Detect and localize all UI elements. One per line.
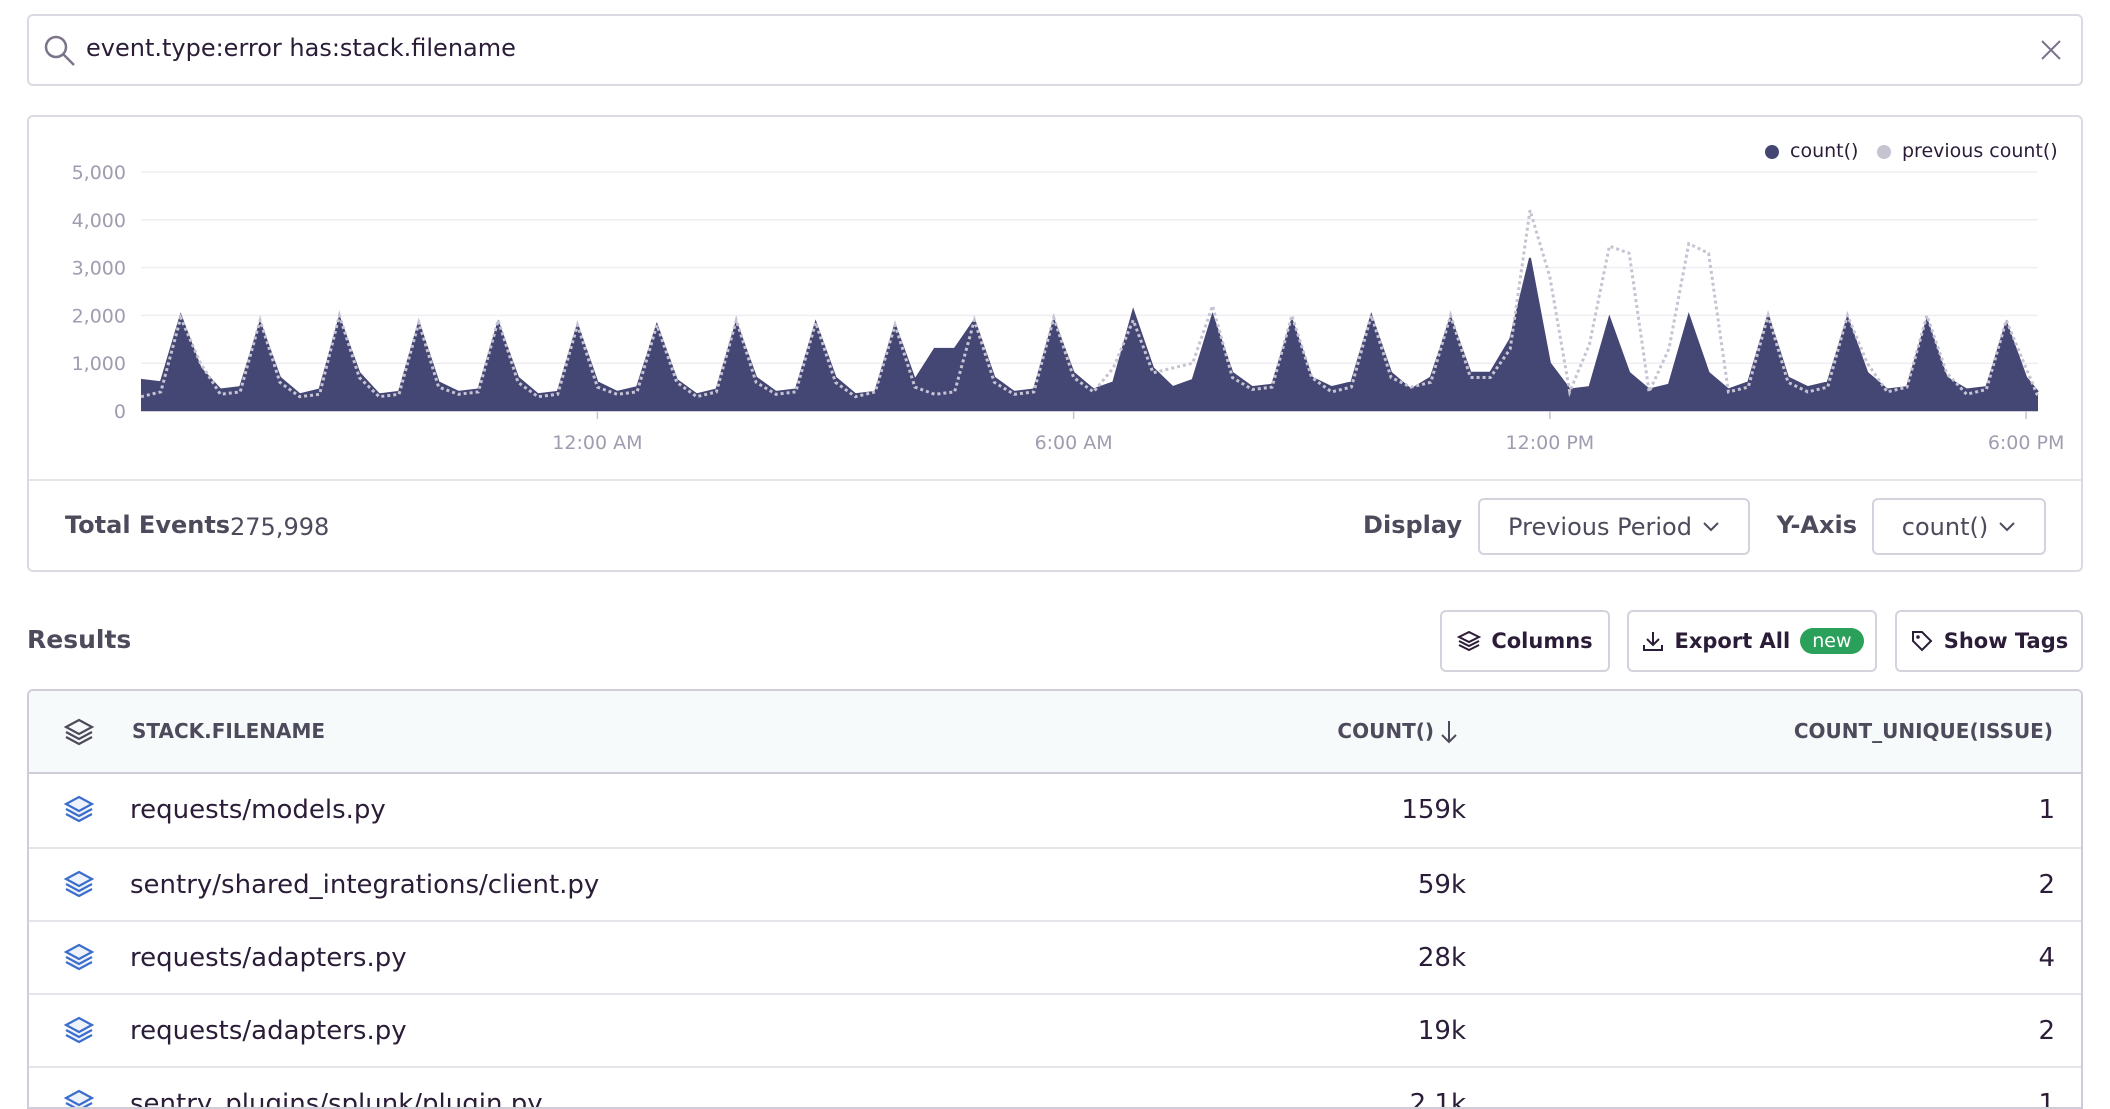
export-button[interactable]: Export All new (1627, 610, 1877, 672)
divider (29, 479, 2081, 481)
count: 2.1k (1229, 1068, 1466, 1109)
yaxis-label: Y-Axis (1749, 511, 1857, 539)
chevron (1998, 521, 2016, 533)
x-tick-label: 6:00 PM (1988, 432, 2065, 454)
legend-marker (1877, 145, 1891, 159)
row-icon (63, 922, 95, 993)
filename[interactable]: requests/models.py (130, 774, 386, 845)
y-tick-label: 0 (114, 401, 126, 423)
legend-label: previous count() (1902, 140, 2058, 162)
column-header[interactable]: STACK.FILENAME (132, 719, 325, 743)
table-row[interactable]: sentry/shared_integrations/client.py 59k… (29, 847, 2081, 920)
layers-icon (63, 869, 95, 901)
legend-label: count() (1790, 140, 1858, 162)
filename[interactable]: requests/adapters.py (130, 922, 407, 993)
y-tick-label: 5,000 (72, 162, 126, 184)
yaxis-value: count() (1902, 513, 1988, 541)
tag-icon (1910, 629, 1934, 653)
results-table: STACK.FILENAME COUNT() COUNT_UNIQUE(ISSU… (27, 689, 2083, 1109)
layers-icon (63, 717, 95, 749)
table-row[interactable]: requests/models.py 159k 1 (29, 774, 2081, 847)
count: 159k (1229, 774, 1466, 845)
filename[interactable]: requests/adapters.py (130, 995, 407, 1066)
display-label: Display (1329, 511, 1462, 539)
yaxis-dropdown[interactable]: count() (1872, 498, 2046, 555)
count-unique: 1 (1729, 774, 2055, 845)
total-value: 275,998 (230, 513, 329, 541)
layers-icon (63, 794, 95, 826)
table-row[interactable]: requests/adapters.py 19k 2 (29, 993, 2081, 1066)
table-header: STACK.FILENAME COUNT() COUNT_UNIQUE(ISSU… (29, 691, 2081, 774)
row-icon (63, 774, 95, 845)
column-header[interactable]: COUNT() (1129, 719, 1434, 743)
layers-icon (63, 1015, 95, 1047)
layers-icon (63, 942, 95, 974)
show-tags-button[interactable]: Show Tags (1895, 610, 2083, 672)
y-tick-label: 4,000 (72, 210, 126, 232)
count-unique: 2 (1729, 995, 2055, 1066)
table-row[interactable]: requests/adapters.py 28k 4 (29, 920, 2081, 993)
filename[interactable]: sentry_plugins/splunk/plugin.py (130, 1068, 543, 1109)
count-unique: 2 (1729, 849, 2055, 920)
x-tick-label: 6:00 AM (1035, 432, 1113, 454)
filename[interactable]: sentry/shared_integrations/client.py (130, 849, 599, 920)
new-badge: new (1800, 628, 1863, 654)
display-dropdown[interactable]: Previous Period (1478, 498, 1750, 555)
table-row[interactable]: sentry_plugins/splunk/plugin.py 2.1k 1 (29, 1066, 2081, 1109)
chevron (1702, 521, 1720, 533)
layers-icon (1457, 630, 1481, 652)
area (141, 258, 2038, 411)
layers-icon (63, 1088, 95, 1109)
button-label: Columns (1491, 629, 1592, 653)
display-value: Previous Period (1508, 513, 1692, 541)
legend-marker (1765, 145, 1779, 159)
column-header[interactable]: COUNT_UNIQUE(ISSUE) (1629, 719, 2053, 743)
count: 28k (1229, 922, 1466, 993)
row-icon (63, 849, 95, 920)
count: 19k (1229, 995, 1466, 1066)
sort-arrow (1439, 719, 1459, 745)
row-icon (63, 995, 95, 1066)
columns-button[interactable]: Columns (1440, 610, 1610, 672)
count: 59k (1229, 849, 1466, 920)
y-tick-label: 3,000 (72, 258, 126, 280)
download-icon (1641, 629, 1665, 653)
x-tick-label: 12:00 AM (552, 432, 642, 454)
count-unique: 1 (1729, 1068, 2055, 1109)
total-label: Total Events (65, 511, 230, 539)
x-tick-label: 12:00 PM (1506, 432, 1595, 454)
count-unique: 4 (1729, 922, 2055, 993)
row-icon (63, 1068, 95, 1109)
button-label: Show Tags (1944, 629, 2069, 653)
y-tick-label: 1,000 (72, 353, 126, 375)
chart: 0 1,000 2,000 3,000 4,000 5,000 12:00 AM 6:00 A… (0, 0, 2110, 470)
button-label: Export All (1675, 629, 1791, 653)
results-title: Results (27, 625, 131, 654)
y-tick-label: 2,000 (72, 305, 126, 327)
